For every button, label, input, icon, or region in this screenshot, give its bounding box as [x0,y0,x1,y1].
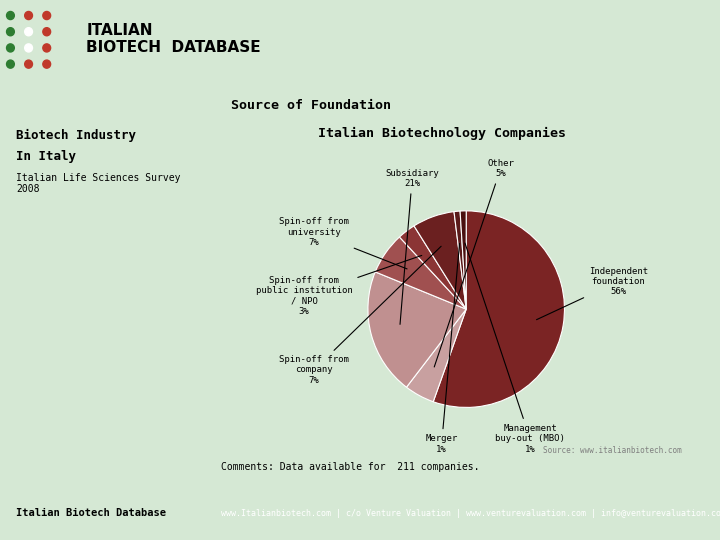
Circle shape [43,44,50,52]
Text: Merger
1%: Merger 1% [426,244,459,454]
Wedge shape [454,211,467,309]
Wedge shape [460,211,467,309]
Circle shape [6,28,14,36]
Circle shape [43,11,50,19]
Text: Independent
foundation
56%: Independent foundation 56% [536,267,648,320]
Circle shape [24,28,32,36]
Wedge shape [368,272,467,387]
Text: Italian Biotechnology Companies: Italian Biotechnology Companies [318,127,567,140]
Text: Source: www.italianbiotech.com: Source: www.italianbiotech.com [543,446,682,455]
Circle shape [24,60,32,68]
Circle shape [6,44,14,52]
Circle shape [24,11,32,19]
Circle shape [43,28,50,36]
Circle shape [6,60,14,68]
Text: In Italy: In Italy [17,150,76,163]
Wedge shape [375,237,467,309]
Wedge shape [433,211,564,407]
Wedge shape [407,309,467,402]
Text: Spin-off from
university
7%: Spin-off from university 7% [279,218,407,269]
Circle shape [24,44,32,52]
Text: Italian Life Sciences Survey
2008: Italian Life Sciences Survey 2008 [17,173,181,194]
Text: Comments: Data available for  211 companies.: Comments: Data available for 211 compani… [220,462,479,472]
Circle shape [6,11,14,19]
Text: Spin-off from
public institution
/ NPO
3%: Spin-off from public institution / NPO 3… [256,255,422,316]
Wedge shape [400,226,467,309]
Text: Source of Foundation: Source of Foundation [231,99,391,112]
Wedge shape [414,212,467,309]
Circle shape [43,60,50,68]
Text: Subsidiary
21%: Subsidiary 21% [385,169,439,325]
Text: Italian Biotech Database: Italian Biotech Database [17,508,166,518]
Text: Other
5%: Other 5% [434,159,514,367]
Text: ITALIAN
BIOTECH  DATABASE: ITALIAN BIOTECH DATABASE [86,23,261,55]
Text: www.Italianbiotech.com | c/o Venture Valuation | www.venturevaluation.com | info: www.Italianbiotech.com | c/o Venture Val… [220,509,720,517]
Text: Biotech Industry: Biotech Industry [17,130,136,143]
Text: Spin-off from
company
7%: Spin-off from company 7% [279,246,441,385]
Text: Management
buy-out (MBO)
1%: Management buy-out (MBO) 1% [465,243,565,454]
